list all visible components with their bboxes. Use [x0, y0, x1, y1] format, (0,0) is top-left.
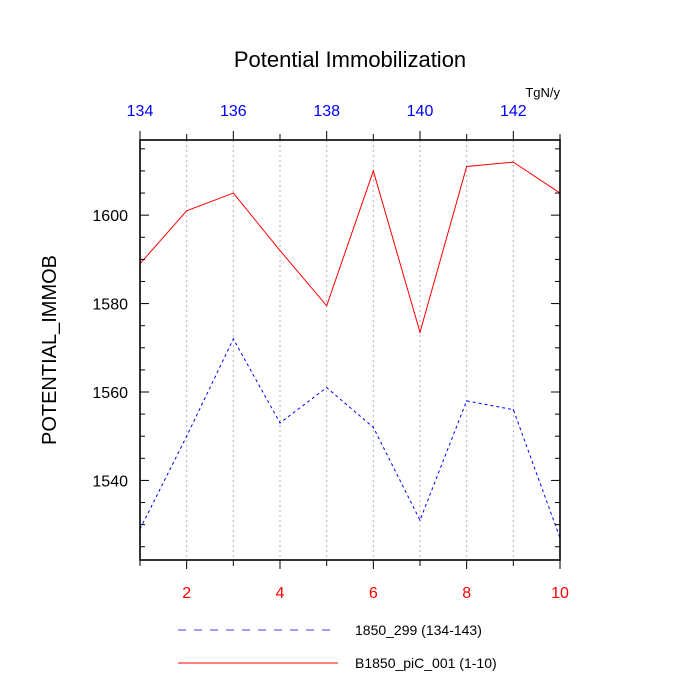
data-point — [326, 386, 328, 389]
x-top-tick-label: 136 — [220, 103, 247, 120]
y-tick-label: 1540 — [92, 473, 128, 490]
data-point — [466, 165, 468, 168]
legend-label: 1850_299 (134-143) — [355, 622, 482, 638]
series-line — [139, 337, 561, 539]
data-point — [512, 409, 514, 411]
units-label: TgN/y — [525, 85, 560, 100]
x-bottom-tick-label: 6 — [369, 585, 378, 602]
data-point — [419, 331, 421, 333]
data-point — [232, 192, 234, 194]
x-bottom-tick-label: 8 — [462, 585, 471, 602]
plot-frame — [139, 139, 561, 561]
data-point — [372, 426, 374, 428]
data-point — [372, 170, 374, 172]
data-point — [279, 422, 281, 424]
data-point — [466, 400, 468, 402]
series-group — [139, 161, 561, 539]
x-bottom-tick-label: 4 — [276, 585, 285, 602]
legend: 1850_299 (134-143) B1850_piC_001 (1-10) — [178, 622, 497, 671]
x-top-tick-label: 140 — [407, 103, 434, 120]
data-point — [326, 305, 328, 307]
data-point — [512, 161, 514, 163]
x-bottom-tick-label: 10 — [551, 585, 569, 602]
axis-ticks: 1540 1560 1580 1600 2 4 6 8 10 134 136 138 140 142 — [92, 103, 569, 602]
x-top-tick-label: 138 — [313, 103, 340, 120]
data-point — [232, 338, 234, 340]
grid — [186, 140, 514, 560]
x-top-tick-label: 142 — [500, 103, 527, 120]
chart-title: Potential Immobilization — [234, 47, 466, 72]
data-point — [279, 249, 281, 252]
y-tick-label: 1560 — [92, 385, 128, 402]
legend-label: B1850_piC_001 (1-10) — [355, 655, 497, 671]
data-point — [186, 210, 188, 212]
y-tick-label: 1600 — [92, 208, 128, 225]
y-tick-label: 1580 — [92, 297, 128, 314]
data-point — [186, 435, 188, 437]
series-line — [139, 161, 561, 335]
data-point — [419, 519, 421, 521]
x-bottom-tick-label: 2 — [182, 585, 191, 602]
x-top-tick-label: 134 — [127, 103, 154, 120]
y-axis-label: POTENTIAL_IMMOB — [39, 255, 61, 445]
